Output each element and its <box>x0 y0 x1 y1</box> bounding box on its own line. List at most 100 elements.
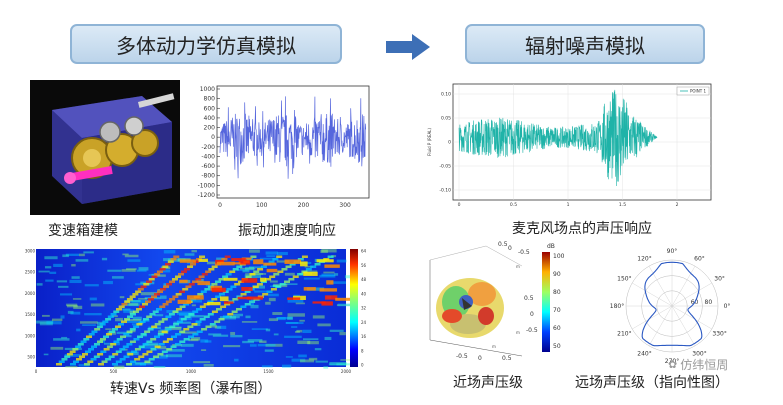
waterfall-cell <box>138 297 148 300</box>
waterfall-cell <box>184 253 195 256</box>
waterfall-order-line <box>148 358 155 361</box>
waterfall-hot-cell <box>303 271 318 276</box>
waterfall-cell <box>245 315 251 319</box>
waterfall-order-line <box>201 273 208 276</box>
waterfall-hot-cell <box>284 259 302 264</box>
waterfall-order-line <box>224 255 231 258</box>
waterfall-cell <box>340 359 351 361</box>
waterfall-order-line <box>146 280 152 283</box>
waterfall-cell <box>239 267 256 270</box>
waterfall-order-line <box>97 353 104 356</box>
waterfall-cell <box>299 319 305 322</box>
waterfall-order-line <box>257 268 264 271</box>
waterfall-order-line <box>301 270 308 273</box>
waterfall-cell <box>237 269 248 271</box>
near-field-axis-tick: 0.5 <box>498 241 508 248</box>
waterfall-order-line <box>173 323 180 326</box>
waterfall-order-line <box>205 270 212 273</box>
waterfall-order-line <box>232 298 239 301</box>
waterfall-cell <box>293 294 300 297</box>
waterfall-cell <box>128 302 139 306</box>
waterfall-cell <box>323 366 329 369</box>
waterfall-cell <box>73 305 83 310</box>
waterfall-cell <box>281 364 292 368</box>
waterfall-order-line <box>211 298 218 301</box>
near-field-axis-unit: m <box>516 330 520 335</box>
far-field-angle-label: 330° <box>712 331 726 338</box>
waterfall-colorbar-tick: 56 <box>361 263 367 268</box>
near-field-axis-unit: m <box>492 344 496 349</box>
waterfall-cell <box>124 254 139 258</box>
waterfall-order-line <box>118 305 125 308</box>
waterfall-cell <box>319 274 336 278</box>
waterfall-order-line <box>167 260 174 263</box>
vibration-y-tick-label: 200 <box>204 125 216 132</box>
waterfall-order-line <box>113 310 120 313</box>
waterfall-cell <box>165 354 183 358</box>
waterfall-cell <box>242 269 250 273</box>
waterfall-order-line <box>249 273 256 276</box>
waterfall-cell <box>190 299 202 303</box>
waterfall-cell <box>303 270 318 273</box>
waterfall-order-line <box>127 353 134 356</box>
waterfall-order-line <box>226 288 233 291</box>
waterfall-order-line <box>154 335 160 338</box>
vibration-x-tick-label: 300 <box>339 202 351 209</box>
waterfall-order-line <box>165 328 172 331</box>
waterfall-cell <box>115 317 124 322</box>
waterfall-order-line <box>279 283 286 286</box>
waterfall-order-line <box>175 333 182 336</box>
waterfall-order-line <box>187 325 194 328</box>
waterfall-order-line <box>112 353 119 356</box>
waterfall-cell <box>65 366 78 368</box>
waterfall-cell <box>285 322 304 325</box>
mic-x-tick-label: 0 <box>458 202 461 208</box>
waterfall-order-line <box>230 285 237 288</box>
waterfall-order-line <box>120 335 126 338</box>
waterfall-order-line <box>157 290 163 293</box>
waterfall-order-line <box>80 340 87 343</box>
waterfall-cell <box>250 304 259 309</box>
waterfall-cell <box>245 266 255 271</box>
waterfall-hot-cell <box>233 262 241 265</box>
waterfall-order-line <box>151 275 158 278</box>
waterfall-cell <box>266 255 276 258</box>
waterfall-cell <box>136 269 147 272</box>
waterfall-order-line <box>103 335 109 338</box>
vibration-x-tick-label: 200 <box>298 202 310 209</box>
waterfall-cell <box>112 276 124 279</box>
waterfall-order-line <box>234 283 241 286</box>
waterfall-hot-cell <box>303 287 316 291</box>
wechat-icon: ✿ <box>668 358 678 371</box>
waterfall-order-line <box>115 360 122 363</box>
waterfall-cell <box>126 363 142 366</box>
waterfall-cell <box>268 297 276 302</box>
far-field-grid-spoke <box>671 305 712 330</box>
waterfall-order-line <box>240 305 247 308</box>
near-field-axis-tick: -0.5 <box>526 327 538 334</box>
waterfall-cell <box>129 310 135 315</box>
waterfall-cell <box>232 313 243 317</box>
waterfall-order-line <box>145 300 151 303</box>
waterfall-order-line <box>121 320 127 323</box>
gearbox-caption: 变速箱建模 <box>48 223 118 239</box>
waterfall-order-line <box>142 303 148 306</box>
watermark-text: 仿纬恒周 <box>680 358 729 372</box>
waterfall-cell <box>79 253 85 257</box>
waterfall-cell <box>131 299 149 304</box>
waterfall-order-line <box>191 323 198 326</box>
waterfall-order-line <box>284 280 290 283</box>
waterfall-hot-cell <box>241 286 253 291</box>
waterfall-hot-cell <box>187 295 204 300</box>
waterfall-cell <box>329 361 347 366</box>
waterfall-order-line <box>61 358 68 361</box>
waterfall-cell <box>153 356 168 359</box>
waterfall-order-line <box>199 255 205 258</box>
near-field-axis-tick: -0.5 <box>456 353 468 360</box>
waterfall-order-line <box>188 283 195 286</box>
mic-x-tick-label: 1.5 <box>619 202 626 208</box>
waterfall-cell <box>153 365 166 368</box>
far-field-angle-label: 150° <box>617 276 631 283</box>
vibration-y-tick-label: -1200 <box>198 192 216 199</box>
